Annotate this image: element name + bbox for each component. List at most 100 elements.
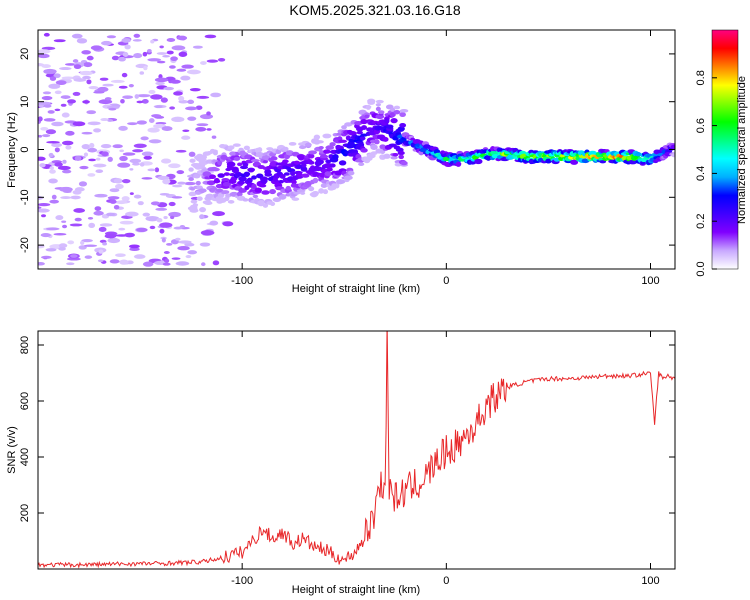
spectrogram-cell <box>188 177 194 182</box>
spectrogram-cell <box>178 240 192 244</box>
spectrogram-cell <box>390 107 396 112</box>
spectrogram-y-tick-label: 0 <box>19 146 31 152</box>
spectrogram-cell <box>109 199 117 204</box>
snr-panel: -100 0 100 200 400 600 800 Height of straight… <box>6 330 676 596</box>
spectrogram-cell <box>210 92 222 98</box>
spectrogram-cell <box>334 183 340 189</box>
spectrogram-cell <box>72 121 86 127</box>
spectrogram-cell <box>142 212 151 217</box>
spectrogram-cell <box>154 105 163 109</box>
spectrogram-cell <box>115 200 128 205</box>
spectrogram-cell <box>370 144 378 150</box>
spectrogram-cell <box>375 99 384 104</box>
spectrogram-cell <box>671 153 675 158</box>
spectrogram-cell <box>119 149 124 153</box>
spectrogram-cell <box>106 35 117 39</box>
spectrogram-cell <box>83 244 98 247</box>
spectrogram-cell <box>247 167 256 172</box>
spectrogram-cell <box>344 122 353 127</box>
spectrogram-cell <box>205 200 212 205</box>
spectrogram-cell <box>323 149 331 154</box>
spectrogram-cell <box>337 179 346 184</box>
spectrogram-cell <box>348 131 357 136</box>
snr-x-tick-label: -100 <box>231 575 253 587</box>
spectrogram-cell <box>588 150 598 156</box>
spectrogram-cell <box>177 245 190 251</box>
spectrogram-cell <box>296 172 303 177</box>
spectrogram-cell <box>159 222 173 228</box>
spectrogram-cell <box>143 65 148 71</box>
colorbar-tick-label: 0.6 <box>695 118 707 133</box>
spectrogram-cell <box>51 142 63 148</box>
spectrogram-cell <box>270 201 276 206</box>
spectrogram-cell <box>283 172 290 176</box>
spectrogram-cell <box>195 105 203 110</box>
spectrogram-cell <box>121 196 130 201</box>
spectrogram-cell <box>128 244 140 249</box>
spectrogram-cell <box>107 196 120 200</box>
spectrogram-cell <box>38 203 51 207</box>
spectrogram-cell <box>173 91 183 96</box>
spectrogram-cell <box>102 83 114 87</box>
spectrogram-cell <box>133 33 141 38</box>
spectrogram-cell <box>73 64 82 70</box>
spectrogram-cell <box>100 144 112 149</box>
spectrogram-cell <box>83 62 93 68</box>
spectrogram-cell <box>170 56 178 62</box>
snr-y-tick-label: 800 <box>19 336 31 354</box>
spectrogram-cell <box>300 166 308 172</box>
spectrogram-cell <box>61 140 74 146</box>
spectrogram-cell <box>86 110 97 115</box>
spectrogram-cell <box>113 178 123 184</box>
spectrogram-cell <box>322 133 332 139</box>
spectrogram-cell <box>196 123 209 127</box>
spectrogram-cell <box>364 114 370 119</box>
spectrogram-cell <box>80 240 85 245</box>
spectrogram-cell <box>109 188 120 193</box>
spectrogram-cell <box>98 99 113 105</box>
spectrogram-cell <box>60 196 72 199</box>
spectrogram-cell <box>308 150 318 155</box>
spectrogram-cell <box>301 163 307 168</box>
spectrogram-cell <box>257 200 265 206</box>
spectrogram-cell <box>400 161 408 166</box>
spectrogram-cell <box>96 157 101 161</box>
spectrogram-cell <box>186 69 201 75</box>
spectrogram-cell <box>54 162 63 167</box>
spectrogram-cell <box>73 208 86 213</box>
spectrogram-cell <box>82 75 91 80</box>
spectrogram-cell <box>162 55 170 58</box>
spectrogram-cell <box>54 90 62 95</box>
spectrogram-cell <box>64 63 77 66</box>
spectrogram-cell <box>127 122 138 126</box>
spectrogram-cell <box>161 126 173 132</box>
spectrogram-cell <box>177 35 188 41</box>
spectrogram-cell <box>46 140 60 144</box>
spectrogram-cell <box>211 135 217 139</box>
snr-x-tick-label: 0 <box>443 575 449 587</box>
snr-frame <box>37 330 676 570</box>
spectrogram-cell <box>87 217 94 220</box>
spectrogram-cell <box>150 39 155 44</box>
spectrogram-cell <box>159 45 164 49</box>
spectrogram-cell <box>99 223 113 227</box>
spectrogram-cell <box>189 88 201 92</box>
spectrogram-cell <box>57 165 71 171</box>
spectrogram-cell <box>399 109 409 113</box>
spectrogram-cell <box>397 150 405 156</box>
spectrogram-cell <box>217 57 226 62</box>
spectrogram-cell <box>282 159 289 164</box>
snr-y-tick-label: 200 <box>19 504 31 522</box>
spectrogram-cell <box>315 140 324 144</box>
spectrogram-cell <box>48 152 54 158</box>
spectrogram-cell <box>111 238 118 241</box>
spectrogram-cell <box>58 246 66 251</box>
spectrogram-cell <box>49 166 54 170</box>
spectrogram-cell <box>199 214 205 220</box>
spectrogram-cell <box>307 160 315 165</box>
spectrogram-cell <box>38 53 50 59</box>
spectrogram-cell <box>296 189 306 193</box>
spectrogram-cell <box>159 260 165 265</box>
spectrogram-cell <box>190 206 198 212</box>
